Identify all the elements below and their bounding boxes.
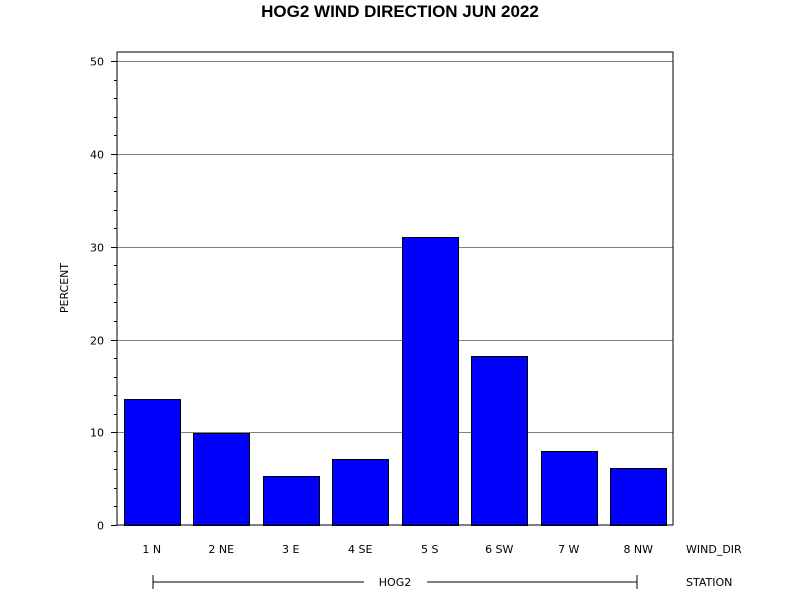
bar-4-se [332,459,389,526]
x-tick-label: 4 SE [348,543,372,556]
group-axis-label: STATION [686,576,732,589]
y-axis-label: PERCENT [58,263,71,314]
x-axis-label: WIND_DIR [686,543,742,556]
x-tick-label: 7 W [558,543,579,556]
bar-2-ne [193,433,250,526]
y-axis: 0 10 20 30 40 50 [90,56,117,533]
x-tick-label: 5 S [421,543,438,556]
bar-1-n [124,399,181,526]
x-axis: 1 N 2 NE 3 E 4 SE 5 S 6 SW 7 W 8 NW [142,543,653,556]
y-tick-label: 40 [90,149,104,162]
chart-title: HOG2 WIND DIRECTION JUN 2022 [261,2,539,21]
station-group-axis: HOG2 [152,575,638,589]
plot-frame [116,51,674,526]
bar-8-nw [610,468,667,526]
x-tick-label: 1 N [142,543,161,556]
bar-7-w [541,451,598,526]
bar-5-s [402,237,459,526]
bar-3-e [263,476,320,526]
x-tick-label: 2 NE [208,543,234,556]
gridlines [117,61,673,433]
y-tick-label: 10 [90,427,104,440]
x-tick-label: 3 E [282,543,299,556]
x-tick-label: 8 NW [623,543,653,556]
x-tick-label: 6 SW [485,543,513,556]
y-tick-label: 50 [90,56,104,69]
bars [124,237,667,526]
y-tick-label: 30 [90,242,104,255]
y-tick-label: 0 [97,520,104,533]
y-tick-label: 20 [90,335,104,348]
bar-6-sw [471,356,528,526]
group-label: HOG2 [379,576,411,589]
